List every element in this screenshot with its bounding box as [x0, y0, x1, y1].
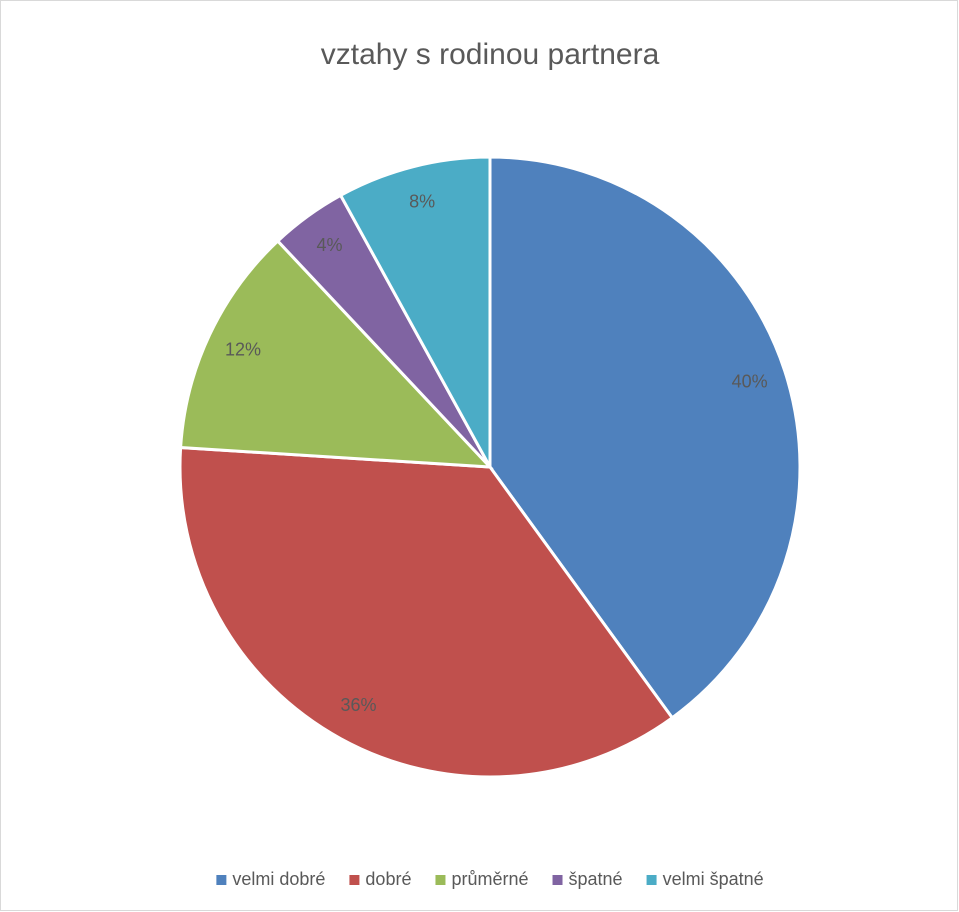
legend-label: velmi dobré — [232, 869, 325, 889]
pie-slice — [179, 238, 494, 469]
data-label: 40% — [732, 371, 768, 391]
legend-label: dobré — [365, 869, 411, 889]
pie-slice — [338, 155, 492, 468]
legend-marker — [552, 875, 563, 885]
legend-marker — [349, 875, 360, 885]
data-label: 36% — [340, 695, 376, 715]
legend-label: velmi špatné — [663, 869, 764, 889]
legend-label: špatné — [569, 869, 623, 889]
chart-title: vztahy s rodinou partnera — [321, 38, 660, 71]
legend-label: průměrné — [451, 869, 528, 889]
pie-slice — [488, 155, 802, 720]
data-label: 4% — [317, 235, 343, 255]
legend-marker — [435, 875, 446, 885]
data-label: 8% — [409, 191, 435, 211]
legend-marker — [216, 875, 227, 885]
pie-slice — [178, 445, 675, 779]
data-label: 12% — [225, 340, 261, 360]
legend-marker — [646, 875, 657, 885]
